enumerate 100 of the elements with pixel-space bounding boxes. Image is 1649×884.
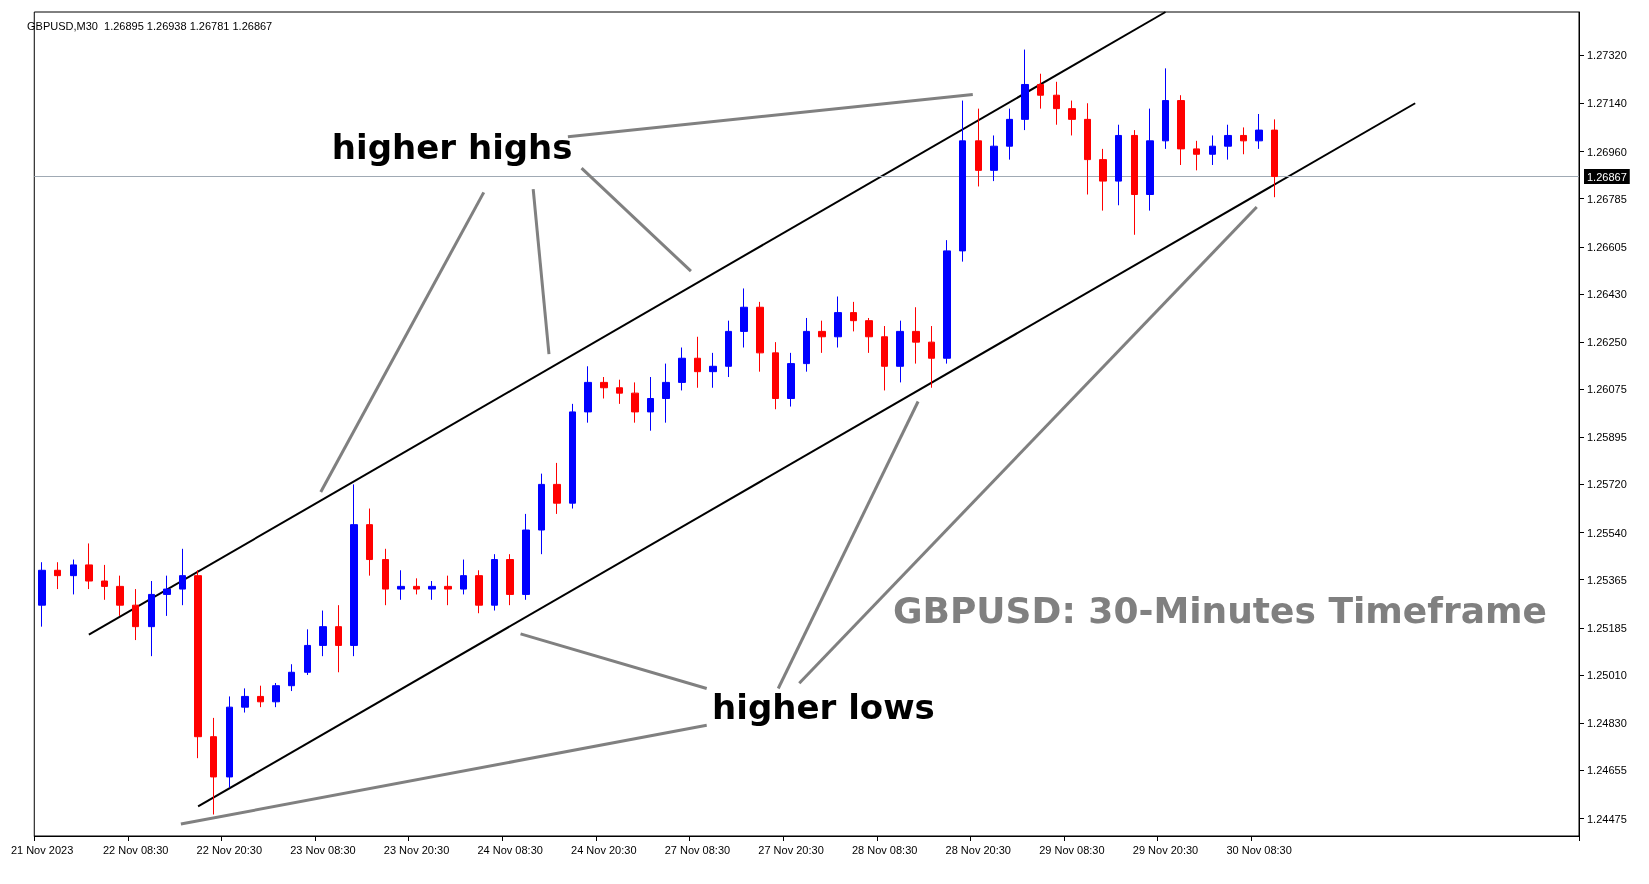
- candlestick: [382, 548, 389, 606]
- candlestick: [413, 577, 420, 595]
- candlestick: [132, 588, 139, 641]
- candlestick: [725, 320, 732, 378]
- candlestick: [366, 508, 373, 577]
- candlestick: [647, 376, 654, 432]
- annotation: higher lows: [712, 687, 935, 728]
- candlestick: [1053, 81, 1060, 126]
- candlestick: [491, 553, 498, 612]
- y-tick-label: 1.25895: [1587, 431, 1627, 444]
- x-tick-label: 27 Nov 20:30: [758, 843, 824, 856]
- x-tick-label: 27 Nov 08:30: [664, 843, 731, 856]
- candlestick: [787, 352, 795, 408]
- candlestick: [1099, 148, 1107, 212]
- candlestick: [475, 569, 483, 614]
- candlestick: [881, 325, 888, 391]
- x-tick-label: 28 Nov 20:30: [945, 843, 1011, 856]
- candlestick: [319, 610, 327, 657]
- x-tick-label: 23 Nov 20:30: [383, 843, 450, 856]
- candlestick: [428, 580, 436, 601]
- candlestick: [1037, 73, 1044, 110]
- candlestick: [272, 682, 280, 708]
- x-tick-label: 24 Nov 20:30: [571, 843, 637, 856]
- y-tick-label: 1.27320: [1587, 48, 1627, 61]
- x-tick-label: 21 Nov 2023: [10, 843, 74, 856]
- y-tick-label: 1.26605: [1587, 240, 1627, 253]
- candlestick: [1021, 49, 1029, 131]
- y-tick-label: 1.25010: [1587, 668, 1627, 681]
- x-tick-label: 22 Nov 20:30: [196, 843, 263, 856]
- candlestick: [1255, 113, 1263, 150]
- candlestick: [850, 301, 857, 332]
- y-tick-label: 1.26430: [1587, 287, 1627, 300]
- candlestick: [1224, 124, 1232, 161]
- candlestick: [1193, 140, 1200, 171]
- candlestick: [257, 685, 264, 708]
- candlestick: [288, 663, 295, 692]
- candlestick: [163, 575, 171, 617]
- y-tick-label: 1.24655: [1587, 764, 1627, 777]
- candlestick: [350, 483, 358, 657]
- y-tick-label: 1.26960: [1587, 145, 1627, 158]
- candlestick: [1271, 118, 1278, 198]
- x-tick-label: 23 Nov 08:30: [290, 843, 356, 856]
- candlestick: [834, 296, 842, 348]
- candlestick: [101, 564, 108, 601]
- candlestick: [1209, 134, 1216, 166]
- candlestick: [865, 317, 873, 354]
- candlestick: [678, 347, 686, 391]
- candlestick: [335, 604, 342, 673]
- y-tick-label: 1.27140: [1587, 97, 1627, 110]
- candlestick: [662, 363, 670, 424]
- candlestick: [1006, 108, 1013, 161]
- candlestick: [631, 381, 639, 424]
- x-tick-label: 28 Nov 08:30: [851, 843, 918, 856]
- x-tick-label: 24 Nov 08:30: [477, 843, 543, 856]
- candlestick: [54, 561, 61, 590]
- candlestick: [616, 379, 623, 405]
- y-tick-label: 1.24830: [1587, 717, 1627, 730]
- x-tick-label: 22 Nov 08:30: [102, 843, 169, 856]
- y-tick-label: 1.26250: [1587, 336, 1627, 349]
- candlestick: [522, 513, 530, 601]
- candlestick: [756, 301, 764, 373]
- x-tick-label: 30 Nov 08:30: [1226, 843, 1292, 856]
- candlestick: [600, 376, 608, 399]
- candlestick: [818, 320, 826, 354]
- candlestick: [194, 569, 202, 759]
- candlestick: [990, 134, 998, 182]
- candlestick: [1240, 126, 1247, 155]
- candlestick: [397, 569, 405, 601]
- x-tick-label: 29 Nov 20:30: [1132, 843, 1199, 856]
- candlestick: [1068, 100, 1076, 136]
- candlestick: [584, 365, 592, 424]
- candlestick: [210, 717, 217, 816]
- ref-line-label: 1.26867: [1587, 170, 1627, 183]
- annotation: GBPUSD: 30-Minutes Timeframe: [892, 590, 1547, 632]
- candlestick: [241, 687, 249, 714]
- candlestick: [85, 542, 93, 590]
- candlestick: [1177, 94, 1185, 166]
- candlestick: [709, 352, 717, 389]
- candlestick: [148, 580, 155, 657]
- candlestick: [928, 325, 935, 389]
- candlestick: [912, 306, 920, 365]
- candlestick: [772, 341, 779, 410]
- candlestick: [506, 553, 514, 606]
- candlestick: [694, 336, 701, 389]
- candlestick: [538, 473, 545, 555]
- candlestick: [1146, 108, 1154, 212]
- y-tick-label: 1.25185: [1587, 621, 1627, 634]
- candlestick: [460, 559, 467, 595]
- y-tick-label: 1.25720: [1587, 478, 1627, 491]
- candlestick: [1084, 102, 1091, 196]
- candlestick: [803, 317, 810, 373]
- candlestick: [444, 575, 452, 606]
- candlestick: [1131, 129, 1138, 236]
- candlestick: [116, 575, 124, 617]
- candlestick: [975, 108, 982, 187]
- y-tick-label: 1.26075: [1587, 383, 1627, 396]
- y-tick-label: 1.25540: [1587, 526, 1627, 539]
- annotation: higher highs: [331, 127, 573, 168]
- candlestick: [226, 695, 233, 789]
- candlestick: [304, 628, 311, 676]
